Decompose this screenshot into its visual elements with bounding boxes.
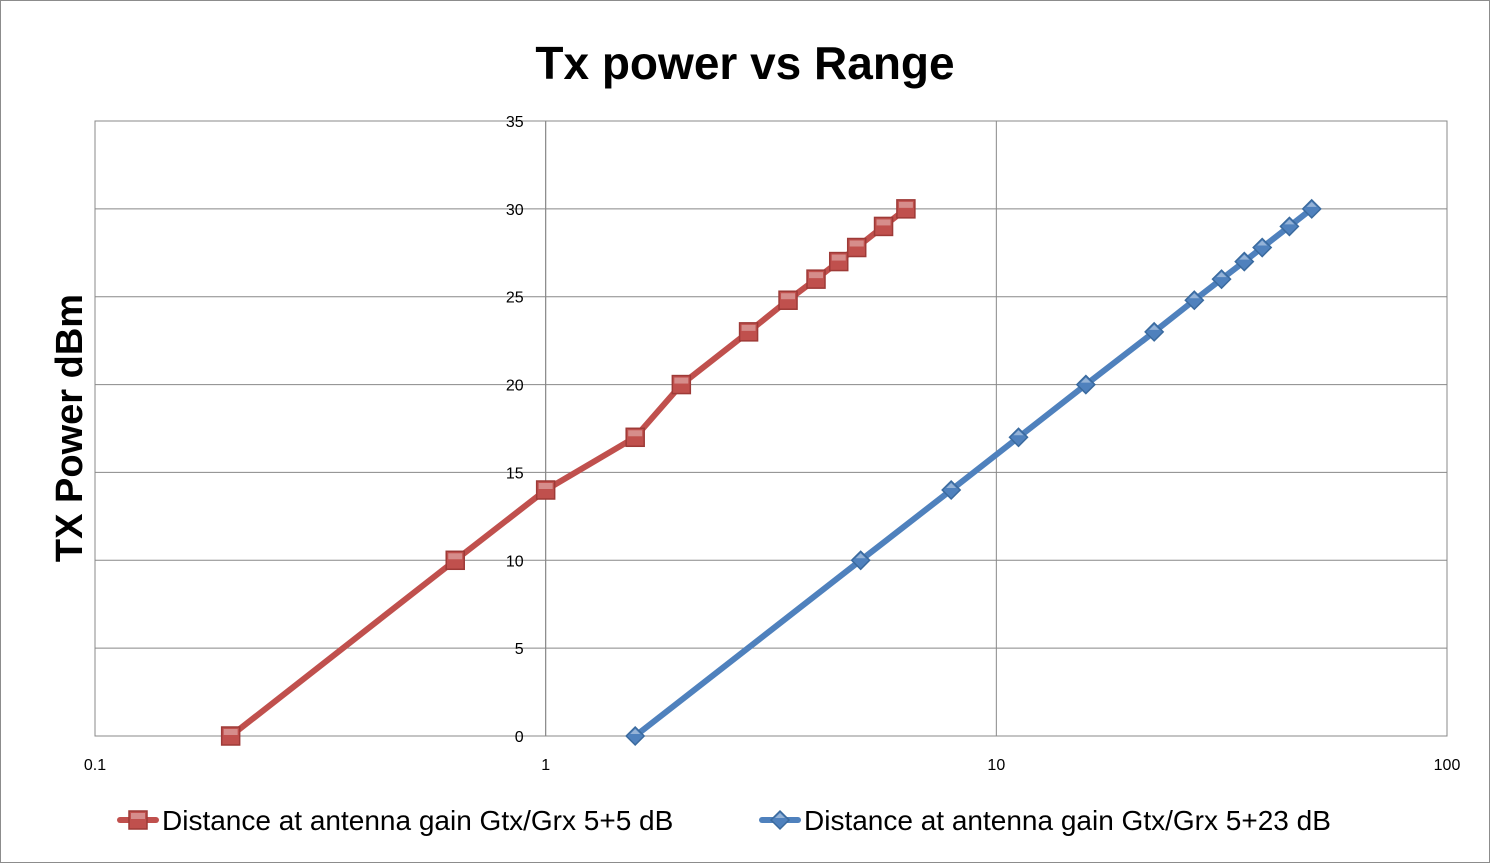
data-point [1144,321,1165,342]
data-point [896,199,916,219]
data-point [220,726,241,746]
data-point [535,480,556,500]
data-point [1301,198,1322,219]
data-point [1279,216,1300,237]
data-point [625,725,646,747]
plot-border [94,120,1448,737]
y-tick-label: 35 [506,114,524,131]
data-point [1075,374,1096,395]
data-point [1211,269,1232,290]
y-tick-label: 5 [515,641,524,658]
x-tick-label: 1 [541,757,550,774]
y-tick-label: 10 [506,553,524,570]
y-tick-label: 20 [506,378,524,395]
legend: Distance at antenna gain Gtx/Grx 5+5 dB D… [117,805,1331,836]
data-point [941,479,962,501]
data-point [1234,251,1255,272]
data-point [738,322,759,342]
legend-marker-1 [128,810,148,830]
y-tick-label: 25 [506,290,524,307]
data-point [625,427,645,448]
y-tick-label: 30 [506,202,524,219]
legend-label-1: Distance at antenna gain Gtx/Grx 5+5 dB [162,805,673,836]
data-point [850,550,871,571]
x-tick-label: 0.1 [84,757,106,774]
data-point [828,251,849,272]
y-tick-label: 0 [515,729,524,746]
x-tick-label: 100 [1434,757,1461,774]
data-point [1252,237,1273,258]
data-point [671,374,692,395]
data-point [778,290,798,310]
data-point [846,237,867,258]
chart-title: Tx power vs Range [535,37,954,89]
legend-marker-2 [769,809,791,831]
data-point [1008,427,1029,448]
legend-label-2: Distance at antenna gain Gtx/Grx 5+23 dB [804,805,1331,836]
y-tick-label: 15 [506,465,524,482]
y-axis-label: TX Power dBm [49,294,91,562]
data-point [873,216,894,237]
x-tick-label: 10 [987,757,1005,774]
data-point [445,550,465,571]
plot-area: 0 5 10 15 20 25 30 35 0.1 1 10 100 [84,114,1461,774]
data-point [806,269,826,289]
data-point [1184,290,1205,311]
